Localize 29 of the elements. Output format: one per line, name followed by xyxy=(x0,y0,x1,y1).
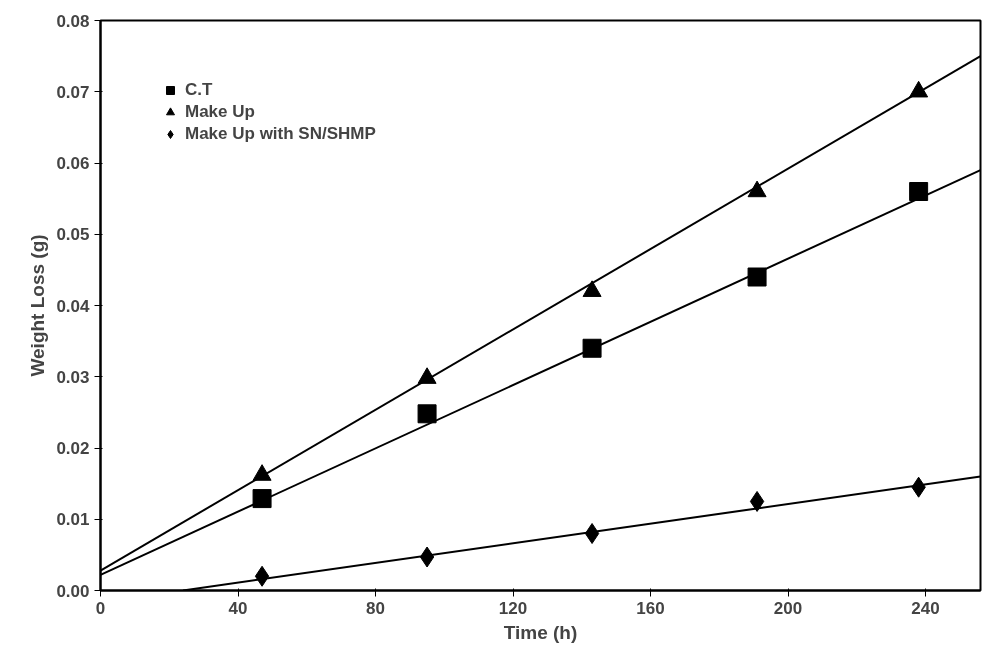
x-tick-label: 80 xyxy=(366,598,385,618)
y-tick-label: 0.04 xyxy=(56,296,91,316)
y-tick-label: 0.00 xyxy=(56,581,90,601)
point xyxy=(252,489,272,509)
y-tick-label: 0.05 xyxy=(56,225,90,245)
point xyxy=(749,490,765,512)
legend-label: C.T xyxy=(185,80,213,100)
point xyxy=(582,280,602,297)
point xyxy=(417,404,437,424)
x-axis-title: Time (h) xyxy=(503,621,578,643)
y-tick-label: 0.08 xyxy=(56,11,90,31)
x-tick-label: 240 xyxy=(911,598,940,618)
y-axis-title: Weight Loss (g) xyxy=(27,234,49,377)
legend-label: Make Up xyxy=(185,102,255,122)
point xyxy=(582,338,602,358)
point xyxy=(909,80,929,98)
y-tick-label: 0.02 xyxy=(56,439,90,458)
x-tick-label: 200 xyxy=(773,598,803,618)
legend-label: Make Up with SN/SHMP xyxy=(185,124,376,144)
point xyxy=(747,267,767,287)
y-tick-label: 0.07 xyxy=(56,82,90,102)
x-tick-label: 40 xyxy=(228,598,248,618)
y-tick-label: 0.06 xyxy=(56,154,90,173)
x-tick-label: 120 xyxy=(498,598,528,618)
x-tick-label: 0 xyxy=(95,598,106,618)
x-tick-label: 160 xyxy=(636,598,665,618)
y-tick-label: 0.01 xyxy=(56,510,90,530)
y-tick-label: 0.03 xyxy=(56,367,90,387)
point xyxy=(254,565,270,587)
